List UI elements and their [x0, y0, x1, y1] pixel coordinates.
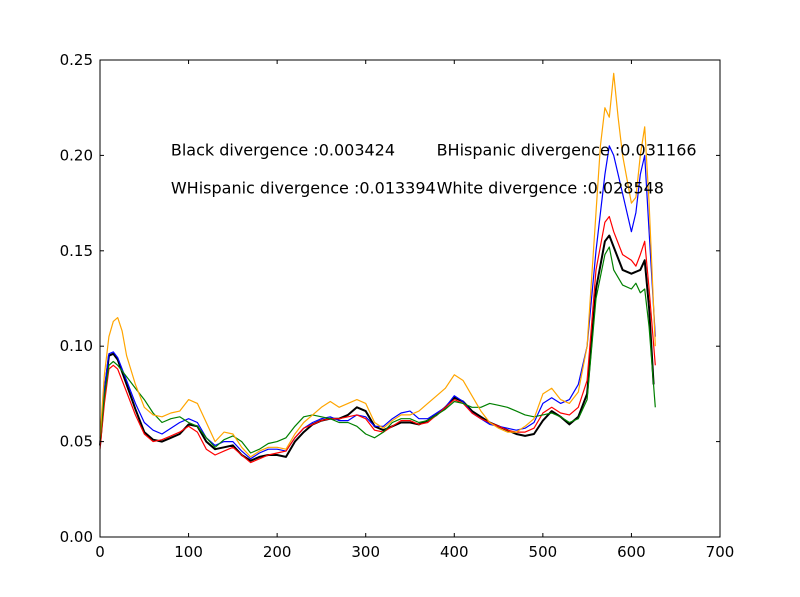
x-tick-label: 200: [263, 543, 292, 561]
y-tick-label: 0.05: [60, 433, 93, 451]
series-layer: [99, 72, 656, 464]
y-tick-label: 0.25: [60, 51, 93, 69]
y-tick-label: 0.15: [60, 242, 93, 260]
x-tick-label: 400: [440, 543, 469, 561]
series-line-0: [99, 234, 655, 462]
divergence-annotation-3: White divergence :0.028548: [437, 179, 664, 198]
series-line-3: [99, 246, 656, 454]
ticks-layer: 0 100 200 300 400 500 600 700 0.00 0.05 0.10 0.15 0.…: [60, 51, 735, 561]
y-tick-label: 0.10: [60, 337, 93, 355]
x-tick-label: 300: [351, 543, 380, 561]
x-tick-label: 700: [706, 543, 735, 561]
annotations-layer: Black divergence :0.003424 BHispanic dive…: [171, 140, 697, 197]
y-tick-label: 0.20: [60, 146, 93, 164]
divergence-annotation-1: BHispanic divergence :0.031166: [437, 140, 697, 159]
x-tick-label: 0: [95, 543, 105, 561]
plot-frame: [99, 59, 721, 538]
divergence-annotation-0: Black divergence :0.003424: [171, 140, 395, 159]
x-tick-label: 100: [174, 543, 203, 561]
x-tick-label: 600: [617, 543, 646, 561]
y-tick-label: 0.00: [60, 528, 93, 546]
x-tick-label: 500: [529, 543, 558, 561]
divergence-annotation-2: WHispanic divergence :0.013394: [171, 179, 436, 198]
series-line-4: [99, 72, 656, 458]
